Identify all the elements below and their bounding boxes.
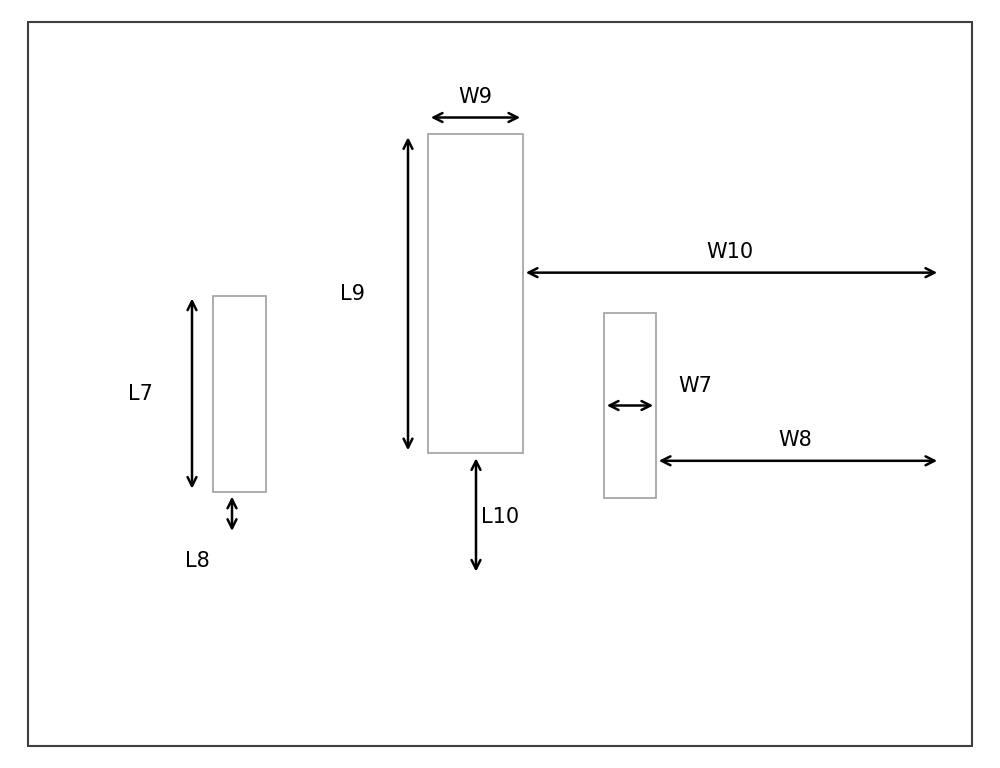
Text: L7: L7 <box>128 384 152 404</box>
Text: W7: W7 <box>678 376 712 396</box>
Text: L8: L8 <box>185 551 209 571</box>
Bar <box>213 296 266 492</box>
Bar <box>428 134 523 453</box>
Bar <box>604 313 656 498</box>
Text: W8: W8 <box>778 430 812 450</box>
Text: L10: L10 <box>481 507 519 527</box>
Text: L9: L9 <box>340 284 366 304</box>
Text: W9: W9 <box>458 87 492 107</box>
Text: W10: W10 <box>706 242 754 262</box>
